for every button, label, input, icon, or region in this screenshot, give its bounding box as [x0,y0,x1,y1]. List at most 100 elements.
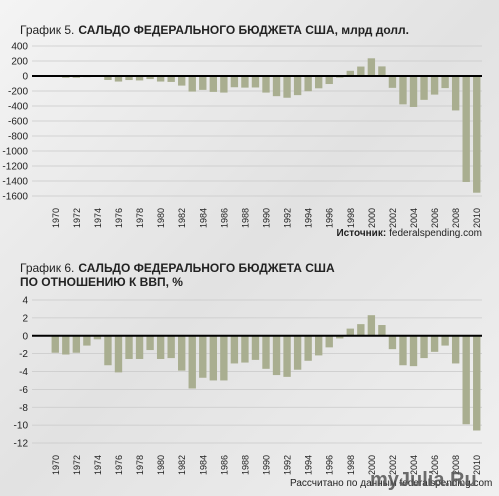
bar [51,335,59,353]
bar [262,76,270,93]
y-tick-label: -600 [8,117,28,128]
bar [272,335,281,376]
bar [167,76,175,82]
x-tick-label: 1992 [283,455,293,475]
x-tick-label: 1998 [346,208,356,228]
x-tick-label: 2002 [388,455,398,475]
bar [388,76,397,88]
bar [409,335,418,367]
x-tick-label: 1984 [198,208,208,228]
x-tick-label: 1988 [240,208,250,228]
y-tick-label: -200 [8,87,28,98]
bar [473,76,481,193]
y-tick-label: -10 [14,421,29,432]
bar [420,335,428,359]
x-tick-label: 2008 [451,455,461,475]
bar [104,335,112,366]
y-tick-label: 0 [22,72,28,83]
bar [83,335,91,346]
bar [251,335,260,360]
bar [367,315,376,336]
bar [146,335,154,351]
bar [199,335,207,378]
x-tick-label: 2000 [367,208,377,228]
title-text: ПО ОТНОШЕНИЮ К ВВП, % [20,275,183,289]
bar [62,335,70,355]
x-tick-label: 1972 [72,208,82,228]
bar [241,335,249,363]
bar [409,76,418,107]
bar [451,76,460,111]
bar [293,335,302,370]
bar [135,335,144,359]
y-tick-label: -1600 [2,192,28,203]
bar [441,76,449,89]
bar [72,335,81,353]
x-tick-label: 1988 [240,455,250,475]
x-tick-label: 1980 [156,208,166,228]
x-tick-label: 2002 [388,208,398,228]
bar [230,76,239,88]
bar [220,335,228,381]
bar [156,76,165,82]
bar [314,76,323,89]
bar [441,335,449,346]
x-tick-label: 1994 [304,455,314,475]
bar [399,335,407,366]
source-label: Источник: [336,228,386,239]
bar [346,70,354,76]
y-tick-label: 0 [22,331,28,342]
source-text: federalspending.com [389,228,482,239]
bar [262,335,270,369]
bar [378,66,386,76]
y-tick-label: -800 [8,132,28,143]
bar [357,324,365,336]
x-tick-label: 2000 [367,455,377,475]
x-tick-label: 1980 [156,455,166,475]
bar [357,66,365,76]
x-tick-label: 1998 [346,455,356,475]
y-tick-label: 200 [11,57,28,68]
x-tick-label: 1994 [304,208,314,228]
bar [325,335,333,348]
x-tick-label: 1978 [135,208,145,228]
bar [283,335,291,377]
bar [293,76,302,96]
y-tick-label: -400 [8,102,28,113]
bar [325,76,333,85]
bar [178,335,186,371]
x-tick-label: 2006 [430,208,440,228]
title-label: График 5. [20,23,74,37]
bar [199,76,207,90]
bar [241,76,249,88]
x-tick-label: 1996 [325,208,335,228]
bar [346,328,354,336]
bar [93,335,102,340]
x-tick-label: 1992 [283,208,293,228]
y-tick-label: 2 [22,313,28,324]
bar [114,335,123,373]
x-tick-label: 1970 [51,455,61,475]
bar [304,335,312,361]
bar [272,76,281,97]
chart-title: График 6. САЛЬДО ФЕДЕРАЛЬНОГО БЮДЖЕТА США… [20,261,335,289]
bar [430,76,439,95]
watermark: myJulia.Ru [370,469,477,491]
x-tick-label: 2010 [472,208,482,228]
x-tick-label: 2008 [451,208,461,228]
title-label: График 6. [20,261,74,275]
bar [188,335,196,389]
bar [209,335,218,381]
y-tick-label: -1200 [2,162,28,173]
bar [188,76,196,92]
y-tick-label: -2 [19,349,28,360]
x-tick-label: 1996 [325,455,335,475]
bar [104,76,112,80]
y-tick-label: -1000 [2,147,28,158]
bar [125,335,133,359]
bar [283,76,291,98]
x-tick-label: 1972 [72,455,82,475]
bar [462,335,470,425]
y-tick-label: -1400 [2,177,28,188]
